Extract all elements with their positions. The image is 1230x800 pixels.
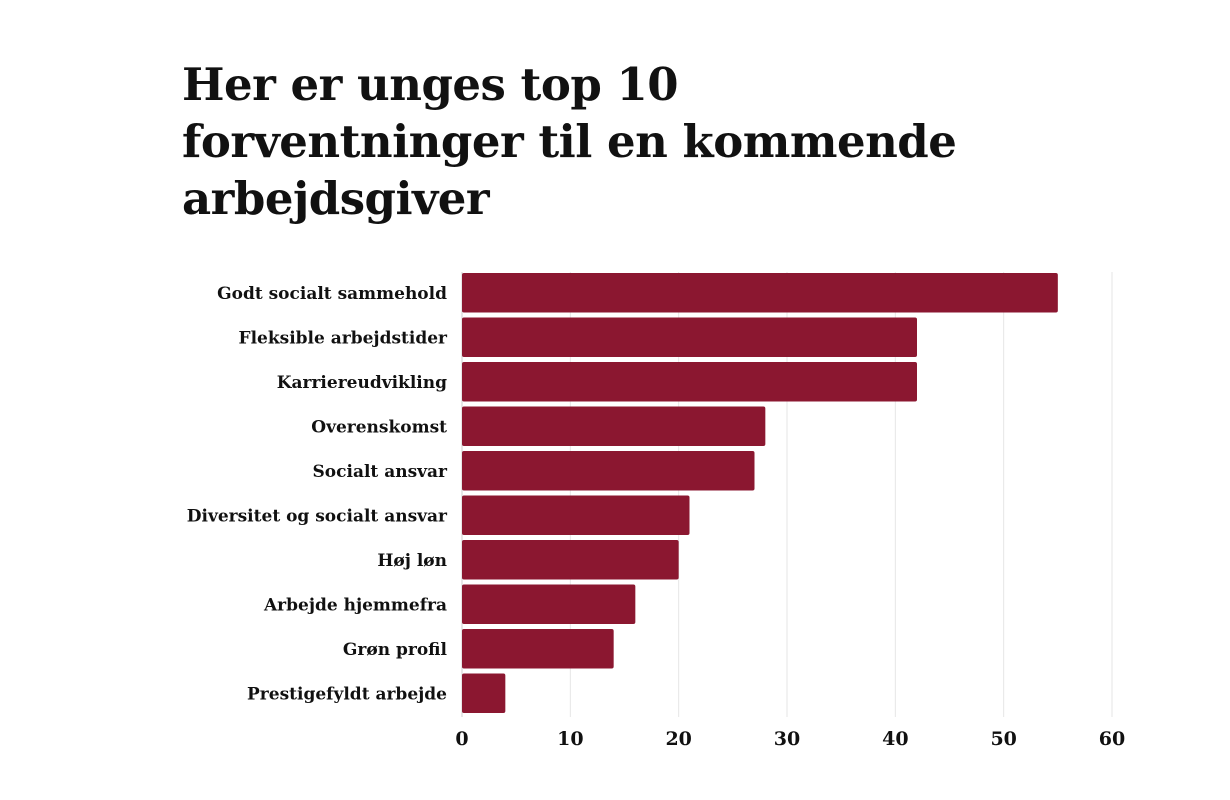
category-label: Fleksible arbejdstider [239,328,449,348]
category-label: Høj løn [377,551,447,571]
x-tick-label: 30 [774,728,800,750]
x-tick-label: 60 [1099,728,1125,750]
category-label: Socialt ansvar [313,462,449,482]
category-label: Arbejde hjemmefra [263,595,447,615]
category-label: Karriereudvikling [277,373,447,393]
bar [462,584,636,624]
x-tick-label: 0 [455,728,468,750]
x-axis-ticks: 0 10 20 30 40 50 60 [455,728,1125,750]
bar [462,362,917,402]
x-tick-label: 50 [990,728,1016,750]
category-label: Prestigefyldt arbejde [247,684,447,704]
chart-title: Her er unges top 10 forventninger til en… [182,58,957,225]
bar [462,673,506,713]
x-tick-label: 10 [557,728,583,750]
bar [462,406,766,446]
bars [462,273,1058,713]
bar [462,273,1058,313]
x-tick-label: 40 [882,728,908,750]
category-label: Diversitet og socialt ansvar [187,506,448,526]
bar [462,451,755,491]
x-tick-label: 20 [665,728,691,750]
bar [462,495,690,535]
category-label: Godt socialt sammehold [217,284,447,304]
category-label: Grøn profil [343,640,448,660]
category-labels: Godt socialt sammehold Fleksible arbejdst… [187,284,448,705]
category-label: Overenskomst [311,417,447,437]
bar [462,629,614,669]
bar [462,540,679,580]
bar [462,317,917,357]
